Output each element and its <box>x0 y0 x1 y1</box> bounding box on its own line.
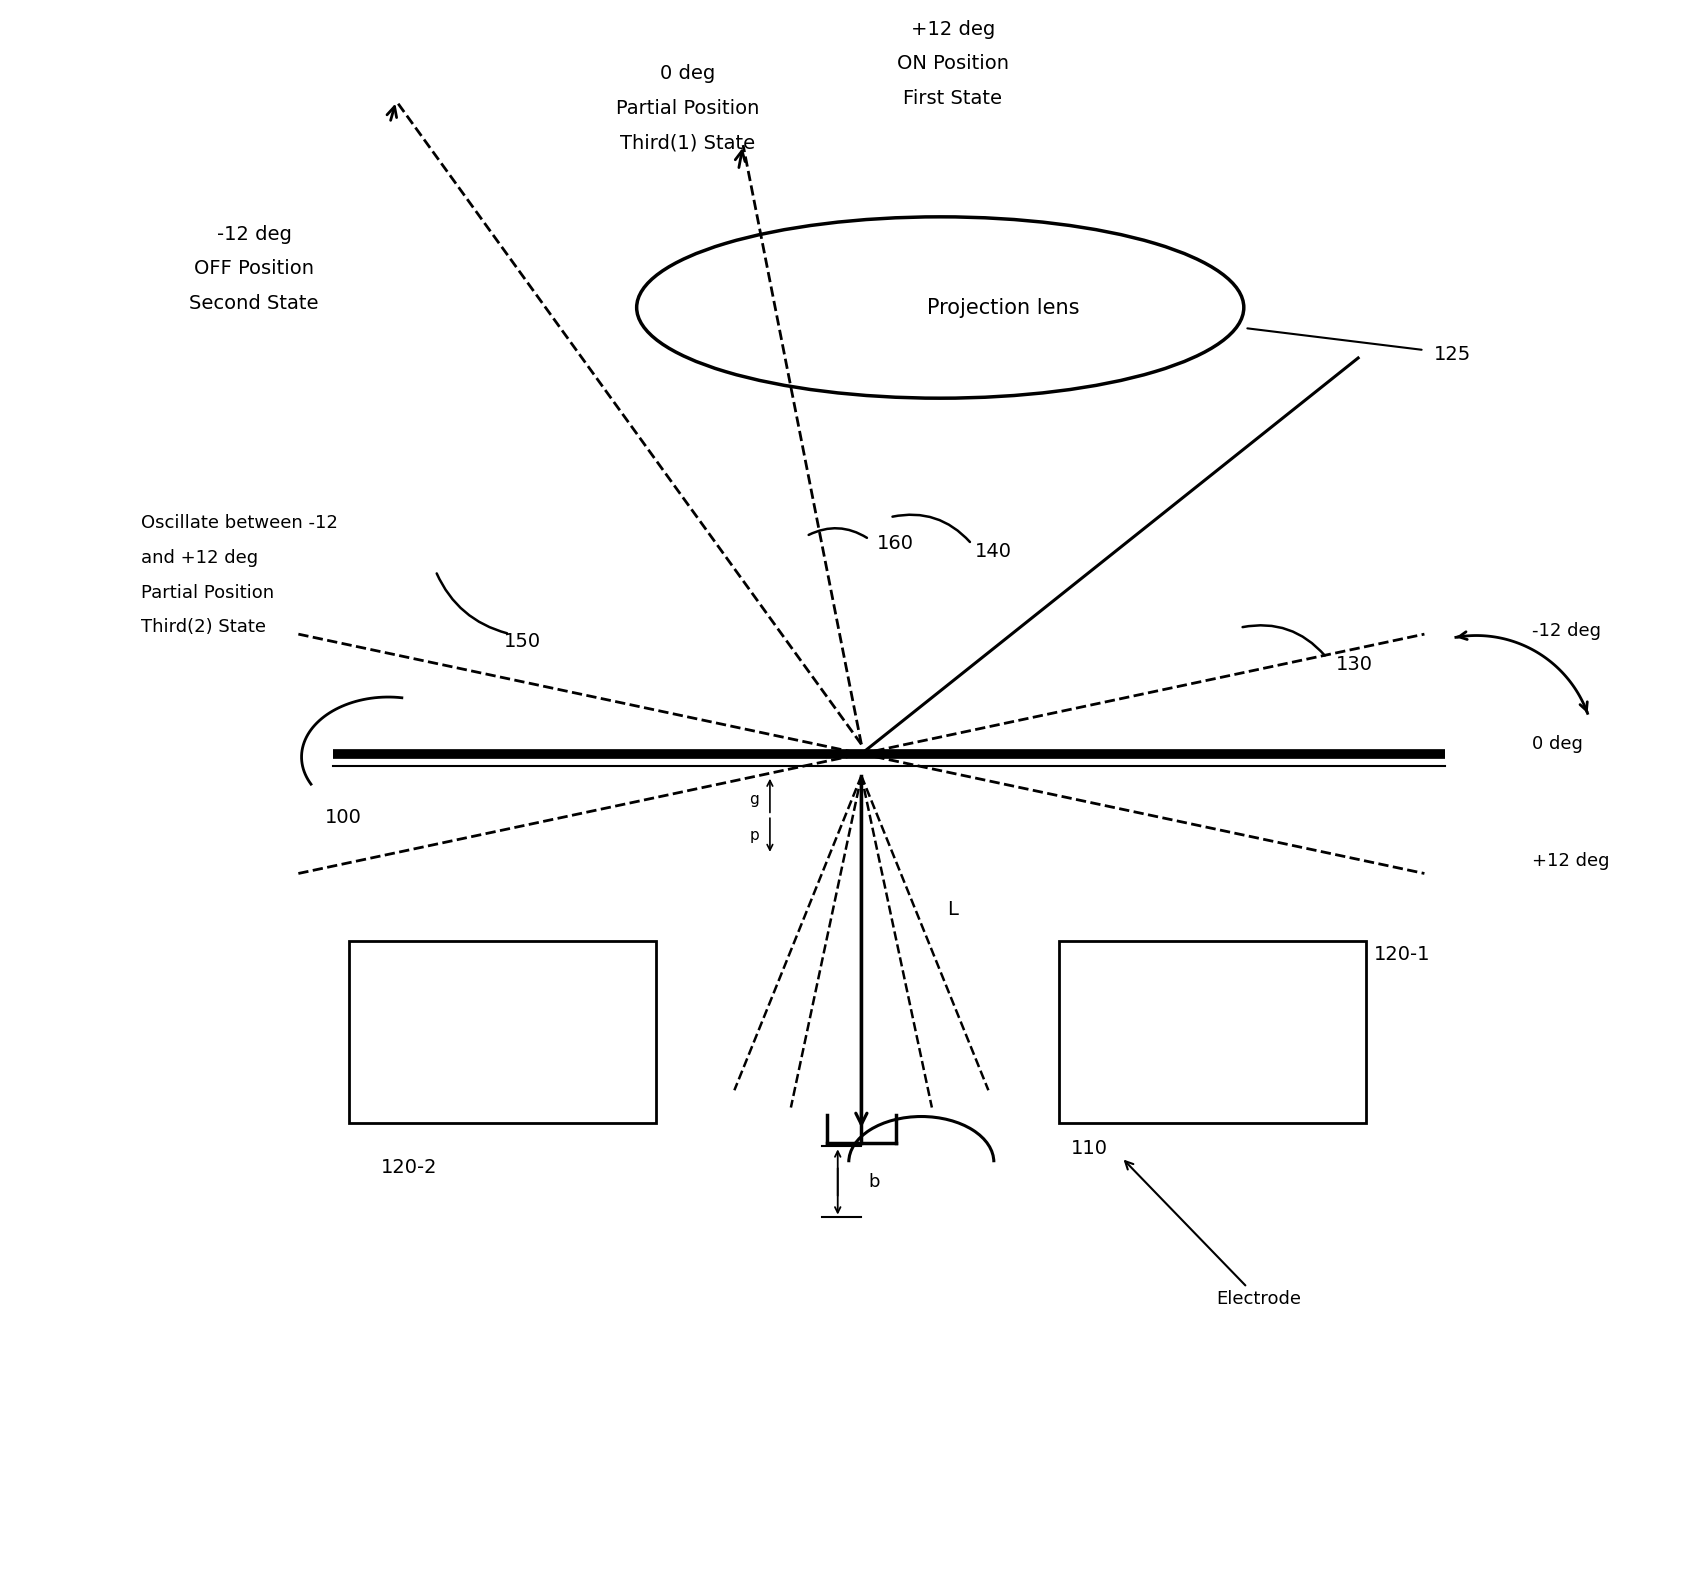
Text: 120-2: 120-2 <box>381 1158 437 1178</box>
Text: 0 deg: 0 deg <box>661 63 715 84</box>
Text: b: b <box>869 1173 879 1191</box>
Text: 140: 140 <box>975 541 1012 561</box>
Text: 130: 130 <box>1337 654 1372 675</box>
Text: +12 deg: +12 deg <box>1531 852 1610 871</box>
Text: ON Position: ON Position <box>896 54 1009 74</box>
Text: Third(1) State: Third(1) State <box>620 132 756 153</box>
Text: Projection lens: Projection lens <box>927 298 1079 317</box>
Text: p: p <box>749 828 760 844</box>
Text: 100: 100 <box>326 807 362 828</box>
Text: First State: First State <box>903 88 1002 109</box>
Text: Electrode: Electrode <box>1125 1161 1301 1309</box>
Text: +12 deg: +12 deg <box>912 19 995 39</box>
Text: -12 deg: -12 deg <box>217 224 292 244</box>
Text: 110: 110 <box>1070 1139 1108 1159</box>
Text: and +12 deg: and +12 deg <box>140 549 258 568</box>
Text: 120-1: 120-1 <box>1374 945 1430 965</box>
Text: Partial Position: Partial Position <box>616 98 760 118</box>
Bar <box>348 941 657 1123</box>
Text: OFF Position: OFF Position <box>195 259 314 279</box>
Text: g: g <box>749 792 760 807</box>
Text: 150: 150 <box>504 631 541 651</box>
Text: L: L <box>947 900 958 919</box>
Text: Oscillate between -12: Oscillate between -12 <box>140 514 338 533</box>
Bar <box>1058 941 1366 1123</box>
Text: Second State: Second State <box>189 293 319 314</box>
Text: Partial Position: Partial Position <box>140 583 273 602</box>
Text: Third(2) State: Third(2) State <box>140 618 266 637</box>
Text: 125: 125 <box>1434 345 1471 364</box>
Text: -12 deg: -12 deg <box>1531 621 1601 640</box>
Text: 160: 160 <box>877 533 915 554</box>
Text: 0 deg: 0 deg <box>1531 735 1582 754</box>
